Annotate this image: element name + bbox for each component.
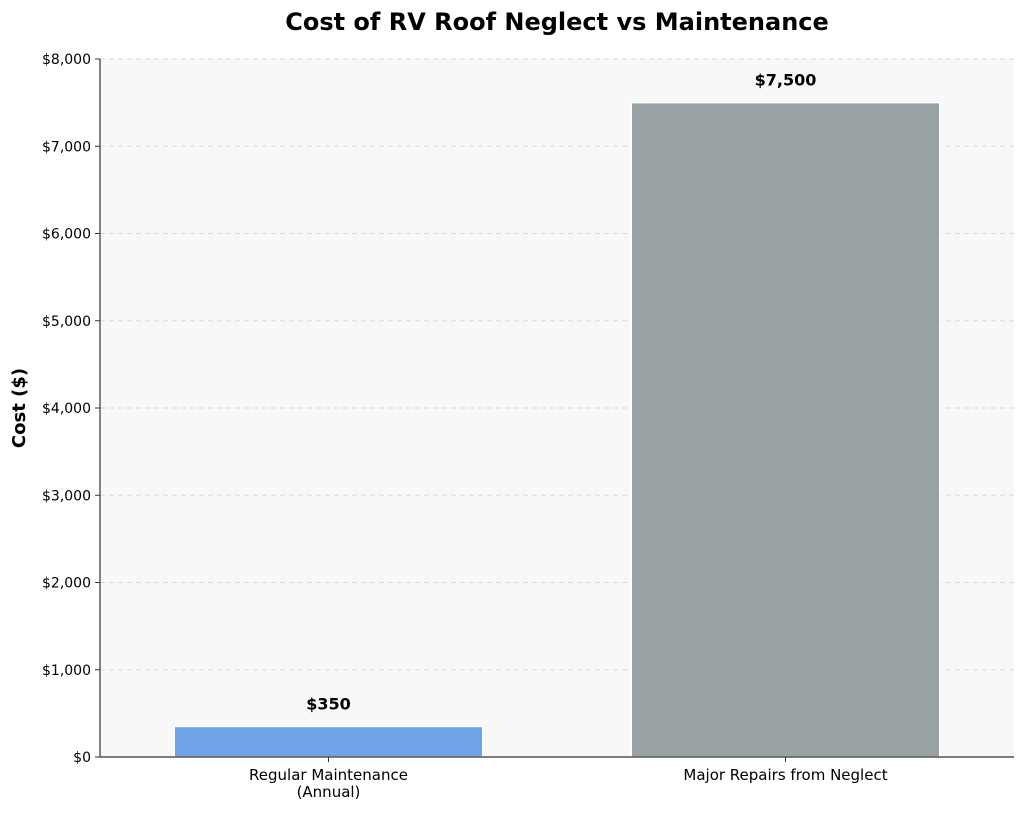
y-tick-label: $8,000 xyxy=(42,52,91,68)
bars xyxy=(173,101,941,758)
y-tick-label: $3,000 xyxy=(42,488,91,504)
data-label: $350 xyxy=(306,694,351,713)
y-tick-label: $5,000 xyxy=(42,314,91,330)
x-tick-label: Major Repairs from Neglect xyxy=(683,766,887,784)
x-tick-label-line: Major Repairs from Neglect xyxy=(683,766,887,784)
y-axis-label: Cost ($) xyxy=(9,368,30,448)
y-tick-label: $1,000 xyxy=(42,663,91,679)
y-tick-label: $4,000 xyxy=(42,401,91,417)
y-tick-label: $7,000 xyxy=(42,139,91,155)
bar xyxy=(173,725,484,758)
x-tick-label-line: (Annual) xyxy=(297,783,361,801)
y-ticks: $0 $1,000 $2,000 $3,000 $4,000 $5,000 $6,000 $7… xyxy=(42,52,100,766)
x-ticks: Regular Maintenance (Annual) Major Repairs… xyxy=(249,757,888,801)
x-tick-label-line: Regular Maintenance xyxy=(249,766,408,784)
data-labels: $350 $7,500 xyxy=(306,71,816,714)
data-label: $7,500 xyxy=(755,71,817,90)
y-tick-label: $2,000 xyxy=(42,576,91,592)
chart-title: Cost of RV Roof Neglect vs Maintenance xyxy=(285,8,829,36)
y-tick-label: $0 xyxy=(73,750,91,766)
y-tick-label: $6,000 xyxy=(42,227,91,243)
bar xyxy=(630,101,941,758)
x-tick-label: Regular Maintenance (Annual) xyxy=(249,766,408,801)
